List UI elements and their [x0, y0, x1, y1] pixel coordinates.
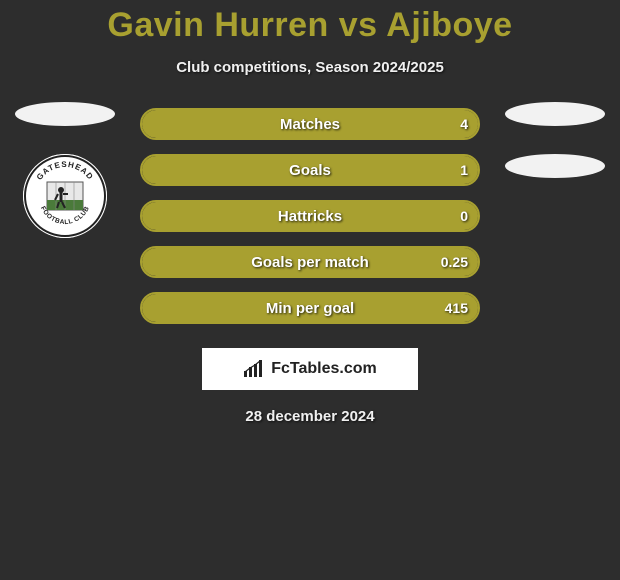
left-player-column: GATESHEAD FOOTBALL CLUB	[10, 102, 120, 238]
left-club-badge: GATESHEAD FOOTBALL CLUB	[23, 154, 107, 238]
bar-chart-icon	[243, 359, 265, 379]
page-subtitle: Club competitions, Season 2024/2025	[0, 59, 620, 76]
stat-row-min-per-goal: Min per goal 415	[140, 292, 480, 324]
stat-right-value: 1	[460, 162, 468, 178]
left-player-photo-placeholder	[15, 102, 115, 126]
stat-label: Hattricks	[278, 208, 342, 225]
stat-right-value: 4	[460, 116, 468, 132]
stat-row-matches: Matches 4	[140, 108, 480, 140]
stat-right-value: 0.25	[441, 254, 468, 270]
page-title: Gavin Hurren vs Ajiboye	[0, 0, 620, 45]
stat-row-goals: Goals 1	[140, 154, 480, 186]
right-club-badge-placeholder	[505, 154, 605, 178]
stat-label: Goals	[289, 162, 331, 179]
stat-label: Matches	[280, 116, 340, 133]
stat-right-value: 415	[445, 300, 468, 316]
main-area: GATESHEAD FOOTBALL CLUB	[0, 108, 620, 425]
comparison-widget: Gavin Hurren vs Ajiboye Club competition…	[0, 0, 620, 580]
generated-date: 28 december 2024	[0, 408, 620, 425]
stat-label: Goals per match	[251, 254, 369, 271]
right-player-column	[500, 102, 610, 206]
gateshead-badge-icon: GATESHEAD FOOTBALL CLUB	[23, 154, 107, 238]
watermark-text: FcTables.com	[271, 360, 377, 378]
stat-row-goals-per-match: Goals per match 0.25	[140, 246, 480, 278]
stats-list: Matches 4 Goals 1 Hattricks 0 Goals per …	[140, 108, 480, 324]
watermark[interactable]: FcTables.com	[202, 348, 418, 390]
stat-label: Min per goal	[266, 300, 354, 317]
right-player-photo-placeholder	[505, 102, 605, 126]
stat-row-hattricks: Hattricks 0	[140, 200, 480, 232]
stat-right-value: 0	[460, 208, 468, 224]
